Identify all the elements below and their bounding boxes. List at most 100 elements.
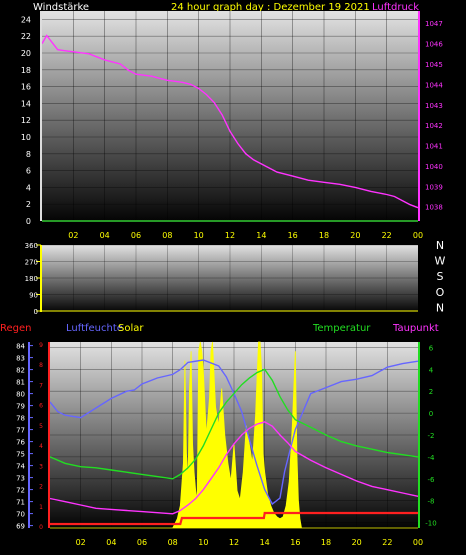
compass-label: O	[436, 286, 445, 299]
x-tick-label: 06	[137, 538, 147, 547]
humidity-tick-label: 81	[16, 379, 25, 387]
humidity-tick-label: 75	[16, 451, 25, 459]
x-tick-label: 10	[194, 231, 204, 240]
temperature-tick-label: -4	[428, 454, 436, 462]
rain-tick-label: 0	[39, 524, 43, 531]
temperature-tick-label: 0	[429, 410, 433, 418]
wind-tick-label: 14	[21, 99, 31, 108]
pressure-line	[41, 34, 419, 209]
humidity-tick-label: 70	[16, 511, 25, 519]
x-tick-label: 10	[198, 538, 208, 547]
temperature-label: Temperatur	[312, 323, 371, 334]
temperature-tick-label: -10	[425, 520, 436, 528]
wind-tick-label: 6	[26, 167, 31, 176]
direction-tick-label: 90	[29, 292, 38, 300]
dewpoint-label: Taupunkt	[392, 323, 439, 334]
humidity-tick-label: 74	[16, 463, 25, 471]
humidity-tick-label: 77	[16, 427, 25, 435]
humidity-tick-label: 79	[16, 403, 25, 411]
humidity-tick-label: 78	[16, 415, 25, 423]
pressure-tick-label: 1039	[425, 183, 443, 191]
dewpoint-line	[49, 421, 419, 515]
direction-tick-label: 270	[25, 259, 38, 267]
humidity-label: Luftfeuchte	[66, 323, 123, 334]
humidity-tick-label: 84	[16, 343, 25, 351]
wind-tick-label: 16	[21, 83, 31, 92]
compass-label: W	[435, 255, 446, 268]
rain-tick-label: 6	[39, 403, 43, 410]
temperature-tick-label: -6	[428, 476, 436, 484]
humidity-tick-label: 76	[16, 439, 25, 447]
wind-tick-label: 4	[26, 183, 31, 192]
wind-tick-label: 22	[21, 32, 31, 41]
solar-label: Solar	[118, 323, 144, 334]
temperature-tick-label: 6	[429, 344, 434, 352]
humidity-line	[49, 359, 419, 506]
weather-panel: Regen Luftfeuchte Solar Temperatur Taupu…	[0, 323, 439, 547]
wind-tick-label: 24	[21, 15, 31, 24]
rain-line	[50, 511, 418, 526]
temperature-line	[49, 368, 419, 480]
pressure-tick-label: 1040	[425, 163, 443, 171]
humidity-tick-label: 80	[16, 391, 25, 399]
humidity-tick-label: 83	[16, 355, 25, 363]
wind-direction-plot-area	[42, 245, 418, 312]
temperature-tick-label: 4	[429, 366, 434, 374]
wind-tick-label: 12	[21, 116, 31, 125]
compass-label: N	[436, 301, 444, 314]
rain-tick-label: 2	[39, 484, 43, 491]
humidity-tick-label: 69	[16, 523, 25, 531]
x-tick-label: 04	[106, 538, 116, 547]
x-tick-label: 18	[319, 231, 329, 240]
x-tick-label: 18	[321, 538, 331, 547]
x-tick-label: 22	[382, 538, 392, 547]
humidity-tick-label: 71	[16, 499, 25, 507]
x-tick-label: 14	[256, 231, 266, 240]
direction-tick-label: 180	[25, 275, 38, 283]
pressure-tick-label: 1045	[425, 61, 443, 69]
wind-tick-label: 8	[26, 150, 31, 159]
pressure-tick-label: 1043	[425, 102, 443, 110]
compass-label: S	[437, 270, 444, 283]
pressure-tick-label: 1041	[425, 143, 443, 151]
x-tick-label: 12	[229, 538, 239, 547]
x-tick-label: 20	[352, 538, 362, 547]
x-tick-label: 16	[288, 231, 298, 240]
wind-tick-label: 2	[26, 200, 31, 209]
pressure-label: Luftdruck	[372, 2, 419, 13]
direction-tick-label: 0	[34, 308, 38, 316]
x-tick-label: 16	[290, 538, 300, 547]
x-tick-label: 08	[168, 538, 178, 547]
rain-tick-label: 5	[39, 423, 43, 430]
rain-tick-label: 4	[39, 443, 43, 450]
pressure-tick-label: 1047	[425, 20, 443, 28]
x-tick-label: 14	[260, 538, 270, 547]
humidity-tick-label: 73	[16, 475, 25, 483]
rain-label: Regen	[0, 323, 32, 334]
graph-title: 24 hour graph day : Dezember 19 2021	[171, 2, 370, 13]
humidity-tick-label: 72	[16, 487, 25, 495]
wind-tick-label: 0	[26, 217, 31, 226]
pressure-tick-label: 1044	[425, 81, 443, 89]
rain-tick-label: 7	[39, 382, 43, 389]
pressure-tick-label: 1046	[425, 41, 443, 49]
temperature-tick-label: 2	[429, 388, 433, 396]
temperature-tick-label: -2	[428, 432, 435, 440]
humidity-tick-label: 82	[16, 367, 25, 375]
pressure-tick-label: 1038	[425, 204, 443, 212]
pressure-tick-label: 1042	[425, 122, 443, 130]
wind-tick-label: 10	[21, 133, 31, 142]
x-tick-label: 06	[131, 231, 141, 240]
x-tick-label: 02	[76, 538, 86, 547]
rain-tick-label: 9	[39, 342, 43, 349]
compass-label: N	[436, 239, 444, 252]
temperature-tick-label: -8	[428, 498, 435, 506]
wind-tick-label: 18	[21, 66, 31, 75]
x-tick-label: 22	[382, 231, 392, 240]
x-tick-label: 00	[413, 231, 423, 240]
rain-tick-label: 3	[39, 463, 43, 470]
x-tick-label: 00	[413, 538, 423, 547]
